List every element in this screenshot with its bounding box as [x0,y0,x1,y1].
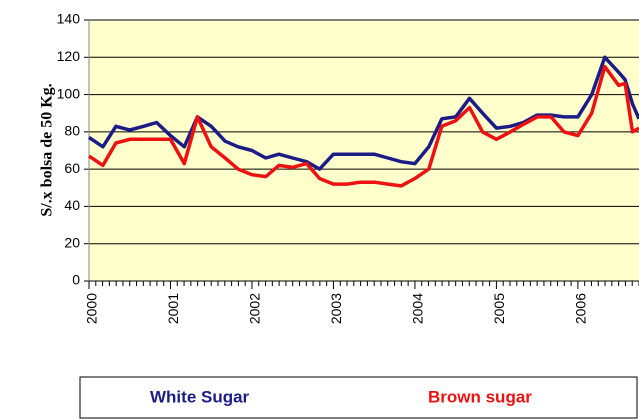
y-tick-label: 0 [72,272,80,288]
y-axis-label: S/.x bolsa de 50 Kg. [39,83,56,216]
y-tick-label: 40 [64,197,80,213]
plot-area [89,20,639,281]
series-line [88,55,639,171]
y-tick-label: 120 [57,48,81,64]
legend-label: Brown sugar [428,387,532,406]
x-tick-label: 2006 [573,293,589,324]
y-tick-label: 140 [57,11,81,27]
y-tick-label: 20 [64,234,80,250]
y-tick-label: 100 [57,85,81,101]
y-tick-label: 60 [64,160,80,176]
legend-box [79,376,638,419]
x-tick-label: 2005 [491,293,507,324]
x-tick-label: 2003 [328,293,344,324]
series-line [88,64,639,188]
y-tick-label: 80 [64,123,80,139]
x-tick-label: 2001 [165,293,181,324]
x-tick-label: 2000 [84,293,100,324]
x-tick-label: 2002 [247,293,263,324]
legend-label: White Sugar [150,387,250,406]
x-tick-label: 2004 [410,293,426,324]
